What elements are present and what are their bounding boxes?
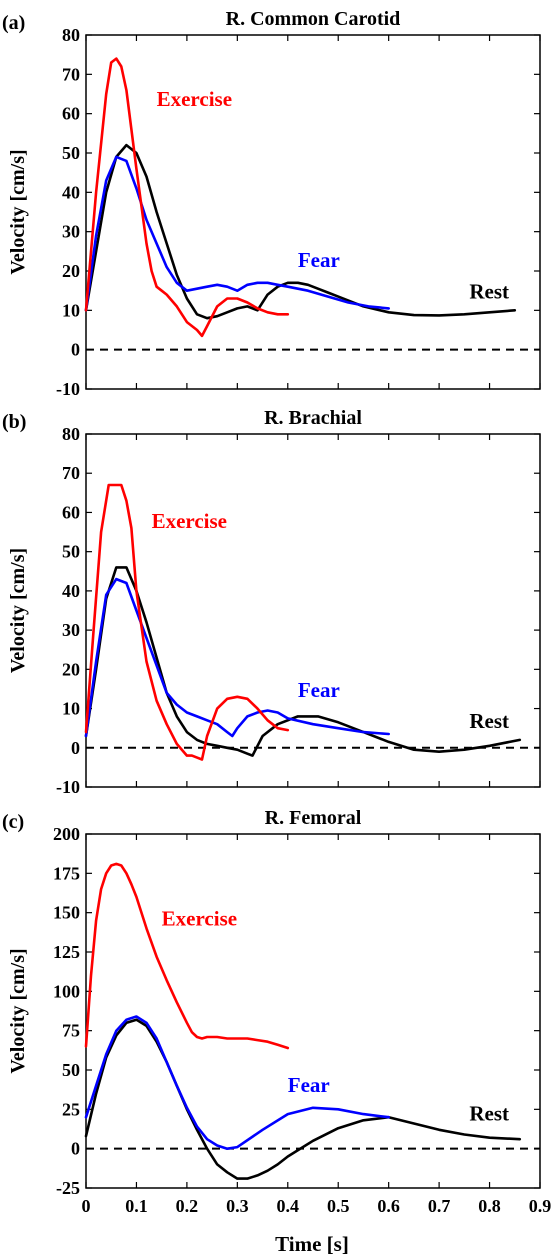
y-tick-label: 0 [71,738,80,758]
y-tick-label: 200 [53,824,80,844]
series-label-fear: Fear [288,1073,330,1097]
plot-frame [85,833,541,1189]
y-tick-label: 70 [62,64,80,84]
y-tick-label: 125 [53,942,80,962]
x-tick-label: 0.8 [478,1196,501,1216]
y-tick-label: 30 [62,222,80,242]
y-tick-label: 20 [62,659,80,679]
y-tick-label: 80 [62,25,80,45]
x-axis-label: Time [s] [275,1232,349,1256]
series-line-rest [84,566,522,757]
plot-frame [85,433,541,788]
series-line-rest [84,1018,522,1180]
x-tick-label: 0.7 [428,1196,451,1216]
series-line-fear [84,155,390,312]
panel-title: R. Brachial [264,407,362,429]
y-tick-label: 50 [62,1060,80,1080]
y-tick-label: 60 [62,502,80,522]
series-line-exercise [84,483,290,761]
y-tick-label: -10 [56,777,80,797]
y-tick-label: 40 [62,581,80,601]
y-tick-label: 175 [53,863,80,883]
series-label-rest: Rest [469,280,509,304]
panel-label: (a) [2,12,25,34]
y-tick-label: 10 [62,699,80,719]
x-tick-label: 0.2 [176,1196,199,1216]
series-line-fear [84,577,390,738]
y-tick-label: 20 [62,261,80,281]
series-label-exercise: Exercise [157,87,232,111]
y-tick-label: 60 [62,104,80,124]
y-tick-label: 50 [62,542,80,562]
x-tick-label: 0.3 [226,1196,249,1216]
y-tick-label: 25 [62,1099,80,1119]
panel-label: (c) [2,811,24,833]
y-tick-label: 0 [71,1139,80,1159]
series-label-rest: Rest [469,1101,509,1125]
series-line-fear [84,1015,390,1150]
panel-label: (b) [2,411,26,433]
x-tick-label: 0 [82,1196,91,1216]
series-line-exercise [84,862,290,1050]
y-tick-label: 30 [62,620,80,640]
panel-title: R. Femoral [265,807,362,829]
plot-frame [85,34,541,390]
x-tick-label: 0.4 [277,1196,300,1216]
series-label-fear: Fear [298,248,340,272]
y-axis-label: Velocity [cm/s] [7,548,29,673]
x-tick-label: 0.1 [125,1196,148,1216]
y-tick-label: 80 [62,424,80,444]
y-tick-label: 75 [62,1021,80,1041]
x-tick-label: 0.9 [529,1196,552,1216]
y-tick-label: -25 [56,1178,80,1198]
y-tick-label: 150 [53,903,80,923]
panel-title: R. Common Carotid [226,8,401,30]
series-line-rest [84,143,517,320]
y-tick-label: 100 [53,981,80,1001]
y-tick-label: 0 [71,340,80,360]
y-tick-label: 40 [62,182,80,202]
y-tick-label: 70 [62,463,80,483]
series-label-fear: Fear [298,678,340,702]
panel-a: -10 0 10 20 30 40 50 60 70 80 Exercise Fear Rest R. C… [2,8,541,399]
series-line-exercise [84,57,290,338]
y-tick-label: 50 [62,143,80,163]
panel-b: -10 0 10 20 30 40 50 60 70 80 Exercise Fear Rest R. B… [2,407,541,797]
series-label-exercise: Exercise [162,906,237,930]
y-tick-label: 10 [62,300,80,320]
x-tick-label: 0.5 [327,1196,350,1216]
y-tick-label: -10 [56,379,80,399]
x-tick-label: 0.6 [377,1196,400,1216]
series-label-rest: Rest [469,709,509,733]
y-axis-label: Velocity [cm/s] [7,948,29,1073]
y-axis-label: Velocity [cm/s] [7,149,29,274]
series-label-exercise: Exercise [152,509,227,533]
